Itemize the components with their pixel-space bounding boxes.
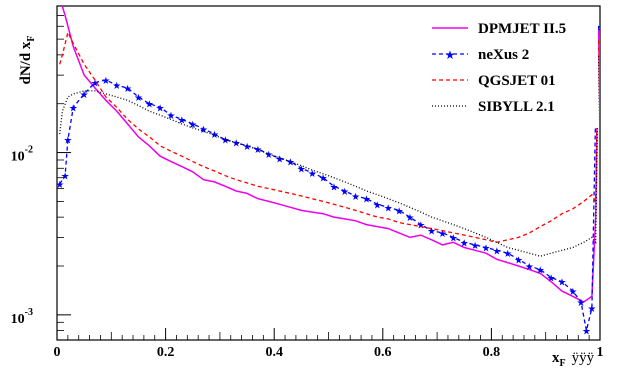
series-point-1: ★ (188, 120, 197, 131)
series-point-1: ★ (547, 273, 556, 284)
series-point-1: ★ (329, 182, 338, 193)
series-point-1: ★ (308, 169, 317, 180)
series-point-1: ★ (362, 195, 371, 206)
legend-box (420, 16, 598, 128)
y-axis-ticks: 10-2 10-3 (11, 5, 71, 341)
series-point-1: ★ (134, 93, 143, 104)
x-tick-label: 1 (597, 345, 604, 360)
series-point-1: ★ (232, 139, 241, 150)
x-tick-label: 0.6 (374, 345, 392, 360)
series-point-1: ★ (582, 327, 591, 338)
series-point-1: ★ (177, 115, 186, 126)
series-point-1: ★ (438, 229, 447, 240)
legend: DPMJET II.5 ★ neXus 2 QGSJET 01 SIBYLL 2… (420, 16, 598, 128)
series-line-3 (59, 54, 600, 257)
series-point-1: ★ (167, 111, 176, 122)
series-point-1: ★ (69, 103, 78, 114)
series-line-1 (59, 26, 598, 331)
y-axis-title: dN/d xF (18, 35, 37, 84)
series-point-1: ★ (297, 164, 306, 175)
series-point-1: ★ (275, 154, 284, 165)
legend-marker-nexus: ★ (445, 48, 456, 62)
series-point-1: ★ (253, 145, 262, 156)
series-point-1: ★ (210, 130, 219, 141)
x-axis-title: xF ÿÿÿ (552, 350, 595, 369)
series-point-1: ★ (587, 304, 596, 315)
x-tick-label: 0.2 (157, 345, 175, 360)
series-point-1: ★ (525, 262, 534, 273)
series-point-1: ★ (123, 84, 132, 95)
series-point-1: ★ (91, 79, 100, 90)
legend-label-nexus: neXus 2 (478, 47, 529, 63)
series-layer: ★★★★★★ ★ ★ ★★★ ★★ ★ ★ ★ ★★ ★ ★ ★ ★ ★ ★★ ★ ★★ ★ ★ ★★ ★ ★★★★ ★ ★ ★… (55, 6, 600, 338)
y-tick-label: 10-3 (11, 307, 33, 327)
series-point-1: ★ (373, 200, 382, 211)
series-point-1: ★ (351, 192, 360, 203)
series-point-1: ★ (101, 76, 110, 87)
series-point-1: ★ (492, 246, 501, 257)
legend-label-sibyll: SIBYLL 2.1 (478, 99, 555, 115)
series-point-1: ★ (340, 187, 349, 198)
series-point-1: ★ (449, 233, 458, 244)
series-point-1: ★ (427, 227, 436, 238)
series-point-1: ★ (156, 103, 165, 114)
series-point-1: ★ (63, 136, 72, 147)
series-point-1: ★ (471, 241, 480, 252)
series-point-1: ★ (61, 172, 70, 183)
series-line-2 (59, 30, 600, 243)
x-tick-label: 0.8 (483, 345, 501, 360)
series-point-1: ★ (503, 249, 512, 260)
series-point-1: ★ (80, 90, 89, 101)
series-point-1: ★ (568, 287, 577, 298)
series-point-1: ★ (319, 174, 328, 185)
series-point-1: ★ (264, 150, 273, 161)
series-point-1: ★ (395, 206, 404, 217)
series-point-1: ★ (514, 255, 523, 266)
series-point-1: ★ (145, 100, 154, 111)
series-line-0 (61, 6, 600, 303)
series-point-1: ★ (558, 278, 567, 289)
series-point-1: ★ (384, 203, 393, 214)
series-point-1: ★ (112, 81, 121, 92)
x-tick-label: 0.4 (265, 345, 283, 360)
legend-label-dpmjet: DPMJET II.5 (478, 21, 566, 37)
series-point-1: ★ (55, 180, 64, 191)
series-point-1: ★ (577, 298, 586, 309)
x-axis-ticks: 0 0.2 0.4 0.6 0.8 1 (54, 328, 604, 360)
series-point-1: ★ (243, 142, 252, 153)
y-tick-label: 10-2 (11, 145, 33, 165)
series-point-1: ★ (286, 158, 295, 169)
series-point-1: ★ (221, 136, 230, 147)
series-point-1: ★ (536, 266, 545, 277)
series-point-1: ★ (405, 213, 414, 224)
series-point-1: ★ (481, 244, 490, 255)
x-tick-label: 0 (54, 345, 61, 360)
series-point-1: ★ (460, 238, 469, 249)
series-point-1: ★ (199, 125, 208, 136)
legend-label-qgsjet: QGSJET 01 (478, 73, 556, 89)
